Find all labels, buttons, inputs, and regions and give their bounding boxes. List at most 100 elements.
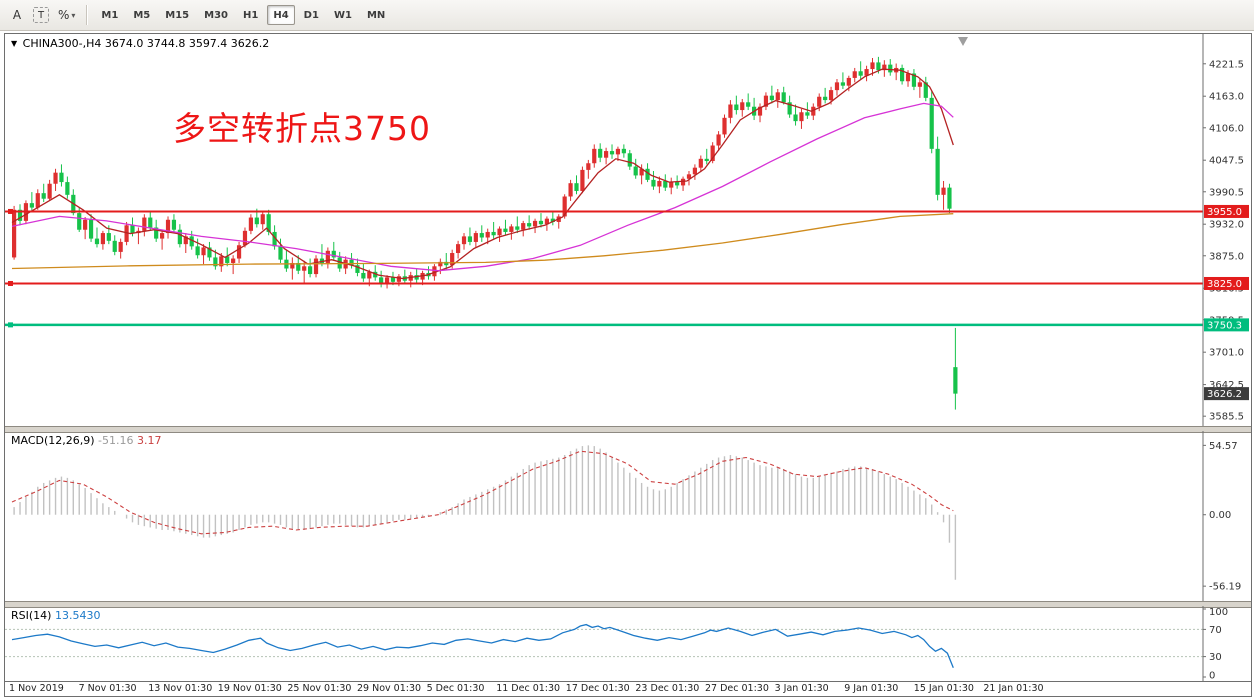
time-label: 1 Nov 2019 xyxy=(9,683,64,694)
candle xyxy=(604,151,609,158)
candle xyxy=(852,71,857,78)
rsi-scale-label: 0 xyxy=(1209,671,1215,682)
candle xyxy=(59,172,64,183)
candle xyxy=(242,230,248,246)
candle xyxy=(254,217,259,225)
candle xyxy=(65,182,70,195)
candle xyxy=(142,217,147,231)
time-label: 9 Jan 01:30 xyxy=(844,683,899,694)
rsi-scale-label: 70 xyxy=(1209,625,1222,636)
price-tick-label: 3642.5 xyxy=(1209,380,1244,391)
timeframe-h4[interactable]: H4 xyxy=(267,5,295,25)
candle xyxy=(509,226,514,232)
candle xyxy=(550,218,555,222)
candle xyxy=(728,104,733,118)
candle xyxy=(763,95,769,107)
svg-text:3955.0: 3955.0 xyxy=(1207,207,1242,218)
price-tick-label: 4106.0 xyxy=(1209,123,1244,134)
hline-price-badge xyxy=(1204,276,1249,290)
timeframe-m15[interactable]: M15 xyxy=(159,5,195,25)
line-anchor[interactable] xyxy=(8,322,13,328)
candle xyxy=(414,275,419,280)
candle xyxy=(538,220,544,225)
line-anchor[interactable] xyxy=(8,208,13,214)
dropdown-caret-icon: ▾ xyxy=(71,10,76,20)
candle xyxy=(846,77,851,86)
candle xyxy=(775,92,780,101)
candle xyxy=(432,266,437,277)
candle xyxy=(213,257,218,267)
price-tick-label: 3932.0 xyxy=(1209,220,1244,231)
candle xyxy=(266,214,271,232)
candle xyxy=(598,148,603,158)
line-anchor[interactable] xyxy=(8,280,13,286)
candle xyxy=(905,73,911,82)
price-tick-label: 3585.5 xyxy=(1209,412,1244,423)
candle xyxy=(722,117,727,135)
panel-divider[interactable] xyxy=(5,426,1251,433)
timeframe-m5[interactable]: M5 xyxy=(127,5,156,25)
candle xyxy=(823,96,828,101)
candle xyxy=(236,245,242,259)
candle xyxy=(130,225,135,234)
macd-histogram xyxy=(13,445,957,580)
candle xyxy=(888,64,893,73)
time-axis[interactable]: 1 Nov 2019 7 Nov 01:30 13 Nov 01:30 19 Nov … xyxy=(5,681,1251,695)
candle xyxy=(355,265,360,273)
candle xyxy=(17,209,23,221)
candle xyxy=(83,219,88,230)
candle xyxy=(77,213,82,230)
timeframe-h1[interactable]: H1 xyxy=(237,5,264,25)
candle xyxy=(171,219,177,230)
candle xyxy=(450,253,455,266)
candle xyxy=(456,244,461,254)
price-chart-canvas[interactable]: 4221.5 4163.0 4106.0 4047.5 3990.5 3932.0 3875… xyxy=(5,34,1249,426)
toolbar-separator xyxy=(86,5,88,25)
drawing-tools-button[interactable]: % ▾ xyxy=(54,4,79,26)
timeframe-mn[interactable]: MN xyxy=(361,5,391,25)
annotation-text[interactable]: 多空转折点3750 xyxy=(173,109,431,148)
panel-divider[interactable] xyxy=(5,601,1251,608)
price-tick-label: 4047.5 xyxy=(1209,156,1244,167)
candle xyxy=(704,158,709,162)
candle xyxy=(757,106,763,116)
chart-area[interactable]: 4221.5 4163.0 4106.0 4047.5 3990.5 3932.0 3875… xyxy=(4,33,1252,697)
price-tick-label: 4221.5 xyxy=(1209,59,1244,70)
candle xyxy=(444,261,449,266)
candle xyxy=(663,180,668,188)
candle xyxy=(858,71,863,76)
macd-signal-line xyxy=(11,450,954,535)
candle xyxy=(574,183,579,191)
text-label-button[interactable]: A xyxy=(6,4,28,26)
candle xyxy=(923,82,928,98)
candle xyxy=(870,62,875,70)
candle xyxy=(698,158,703,168)
time-label: 15 Jan 01:30 xyxy=(913,683,974,694)
candle xyxy=(379,277,384,285)
macd-panel-canvas[interactable]: 54.57 0.00 -56.19 xyxy=(5,431,1249,601)
timeframe-m30[interactable]: M30 xyxy=(198,5,234,25)
candle xyxy=(734,104,739,111)
candle xyxy=(302,266,307,271)
time-label: 29 Nov 01:30 xyxy=(357,683,422,694)
candle xyxy=(160,233,165,239)
candle xyxy=(189,236,194,247)
rsi-scale-label: 100 xyxy=(1209,607,1228,618)
candle xyxy=(219,256,224,267)
rsi-line xyxy=(11,623,954,669)
candle xyxy=(225,256,230,263)
candle xyxy=(609,151,615,155)
candle xyxy=(787,102,792,115)
timeframe-m1[interactable]: M1 xyxy=(95,5,124,25)
macd-scale-label: -56.19 xyxy=(1209,582,1241,593)
candle xyxy=(592,148,597,164)
timeframe-w1[interactable]: W1 xyxy=(328,5,358,25)
text-box-button[interactable]: T xyxy=(33,7,49,23)
rsi-panel-canvas[interactable]: 100 70 30 0 xyxy=(5,606,1249,681)
candle xyxy=(740,102,745,111)
timeframe-d1[interactable]: D1 xyxy=(298,5,325,25)
candle xyxy=(568,183,573,197)
candle xyxy=(118,241,123,252)
candle xyxy=(491,231,496,236)
candle xyxy=(710,145,715,162)
